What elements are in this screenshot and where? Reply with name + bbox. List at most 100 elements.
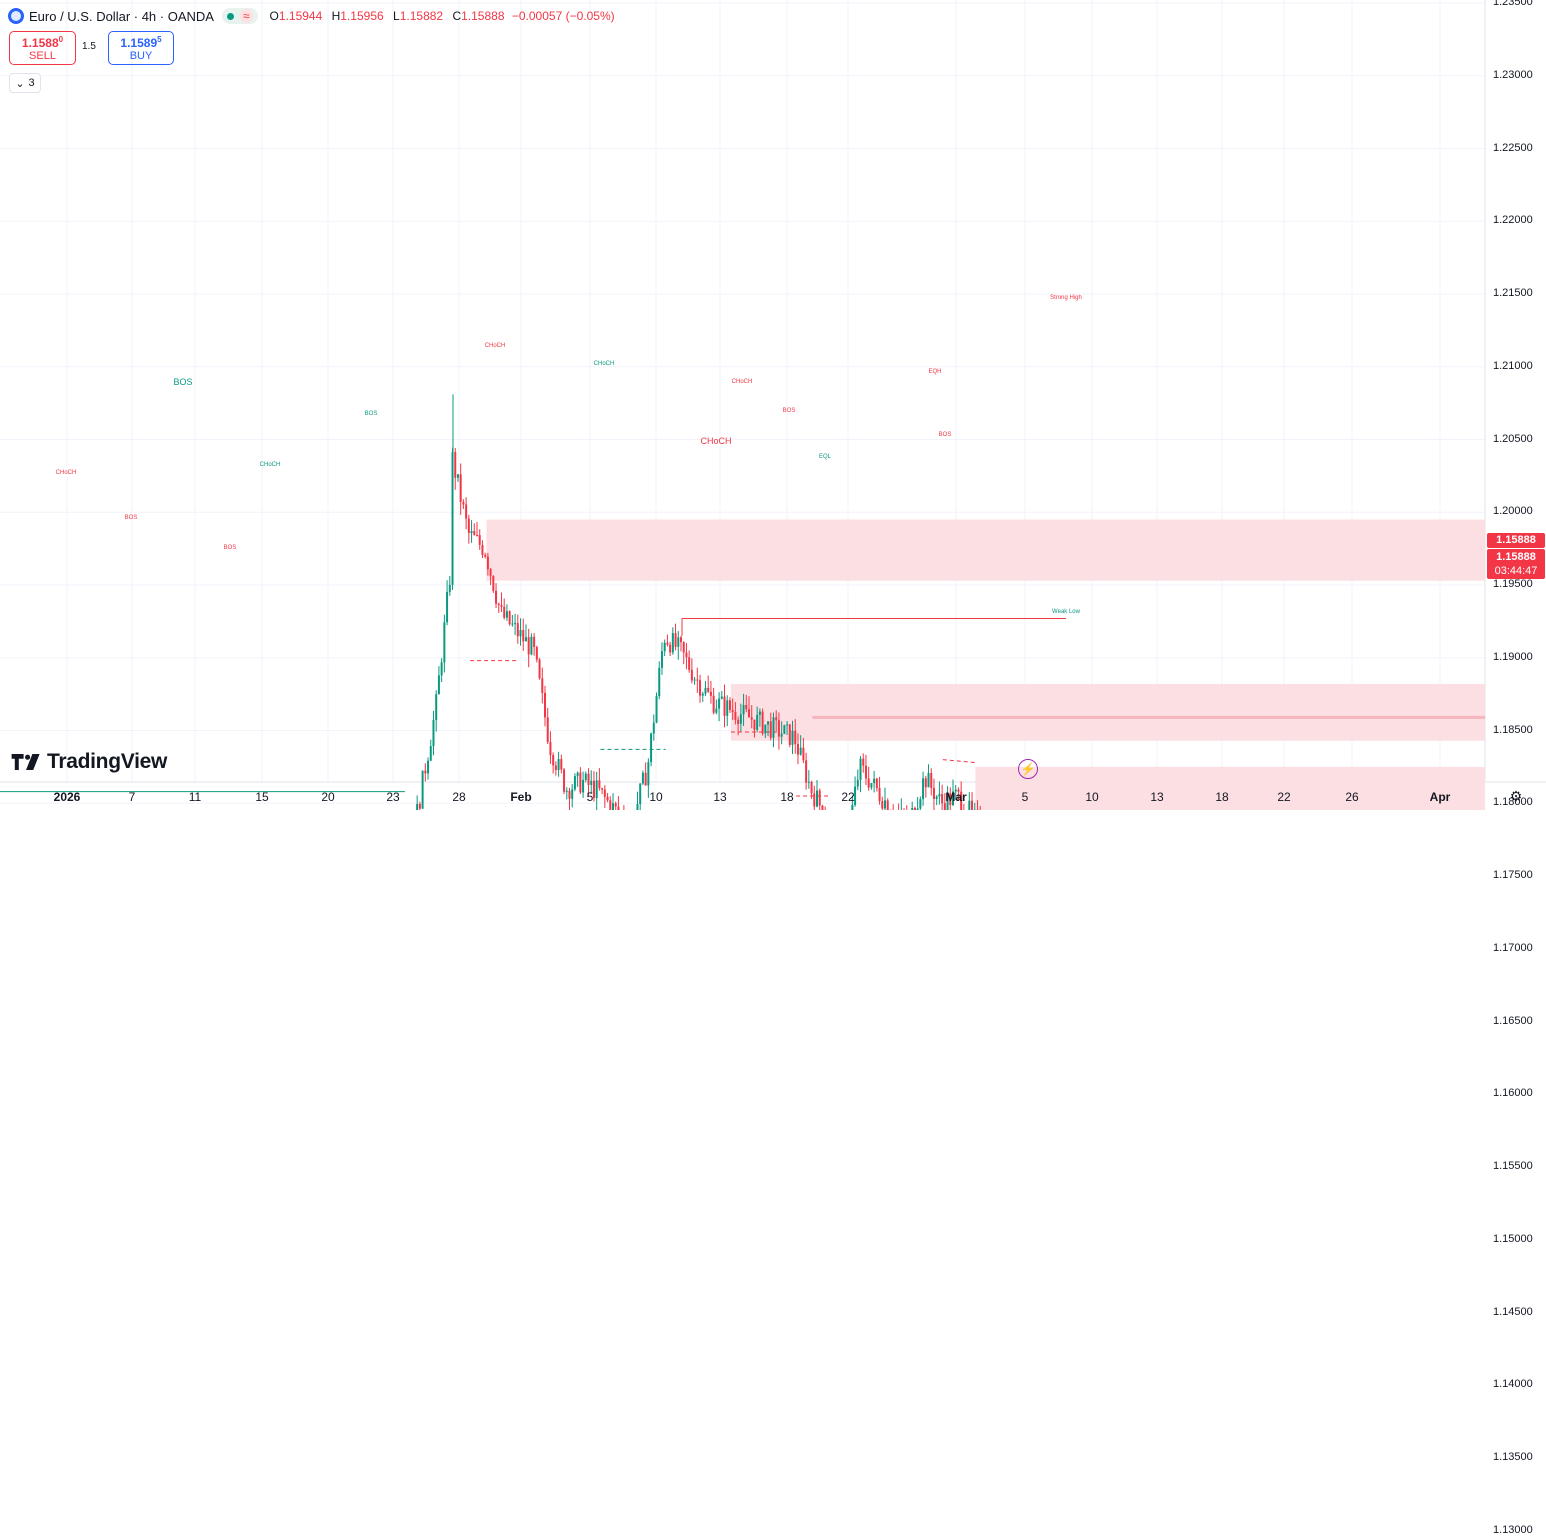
candle-body (813, 793, 815, 806)
candle-body (432, 720, 434, 746)
candle-body (694, 680, 696, 681)
candle-body (729, 700, 731, 710)
structure-label: EQH (928, 369, 941, 375)
indicators-toggle[interactable]: ⌄ 3 (9, 73, 41, 93)
candle-body (860, 759, 862, 780)
structure-label: CHoCH (732, 379, 753, 385)
price-tick-label: 1.23000 (1493, 69, 1543, 81)
time-tick-label: 18 (1202, 790, 1242, 804)
candle-body (775, 717, 777, 720)
candle-body (919, 799, 921, 808)
market-open-dot-icon (227, 13, 234, 20)
candle-body (598, 780, 600, 788)
candle-body (702, 694, 704, 696)
candle-body (778, 720, 780, 736)
time-tick-label: 11 (175, 790, 215, 804)
candle-body (547, 717, 549, 742)
candle-body (737, 720, 739, 724)
candle-body (800, 748, 802, 755)
time-tick-label: Feb (501, 790, 541, 804)
candle-body (821, 806, 823, 810)
candle-body (517, 623, 519, 636)
candle-body (704, 688, 706, 694)
candle-body (699, 680, 701, 695)
price-tick-label: 1.14000 (1493, 1378, 1543, 1390)
candle-body (868, 779, 870, 788)
tradingview-logo[interactable]: TradingView (11, 750, 167, 774)
candle-body (691, 670, 693, 681)
candle-body (680, 637, 682, 642)
candle-body (487, 557, 489, 570)
price-chart[interactable]: BOSBOSCHoCHCHoCHCHoCHBOSBOSCHoCHCHoCHCHo… (0, 0, 1546, 810)
structure-label: BOS (173, 377, 192, 387)
zones-layer (14, 520, 1485, 810)
candle-body (770, 721, 772, 737)
candle-body (530, 637, 532, 655)
candle-body (743, 705, 745, 714)
candle-body (525, 637, 527, 641)
candle-body (740, 714, 742, 723)
price-tick-label: 1.20000 (1493, 505, 1543, 517)
candle-body (925, 778, 927, 787)
sell-button[interactable]: 1.15880 SELL (9, 31, 76, 65)
ohlc-values: O1.15944 H1.15956 L1.15882 C1.15888 −0.0… (264, 9, 615, 23)
candle-body (503, 607, 505, 618)
candle-body (805, 760, 807, 782)
structure-label: BOS (224, 545, 237, 551)
candle-body (533, 637, 535, 647)
candle-body (560, 759, 562, 769)
candle-body (590, 781, 592, 785)
time-tick-label: 20 (308, 790, 348, 804)
candle-body (685, 653, 687, 658)
candle-body (794, 731, 796, 744)
candle-body (783, 725, 785, 734)
candle-body (677, 637, 679, 647)
candle-body (718, 699, 720, 709)
candle-body (481, 545, 483, 555)
structure-label: BOS (939, 432, 952, 438)
buy-button[interactable]: 1.15895 BUY (108, 31, 174, 65)
buy-label: BUY (130, 50, 153, 62)
candle-body (563, 770, 565, 792)
candle-body (585, 774, 587, 780)
candle-body (492, 576, 494, 591)
current-price: 1.15888 (1487, 550, 1545, 564)
candle-body (552, 755, 554, 765)
candle-body (419, 804, 421, 809)
candle-body (642, 773, 644, 784)
structure-label: CHoCH (700, 436, 731, 446)
candle-body (454, 452, 456, 478)
candle-body (661, 651, 663, 668)
candle-body (460, 474, 462, 502)
price-tick-label: 1.15500 (1493, 1160, 1543, 1172)
candle-body (748, 709, 750, 717)
candle-body (645, 773, 647, 786)
time-tick-label: 7 (112, 790, 152, 804)
candle-body (528, 637, 530, 654)
candle-body (879, 788, 881, 801)
candle-body (715, 709, 717, 713)
structure-label: BOS (365, 411, 378, 417)
price-tick-label: 1.21500 (1493, 287, 1543, 299)
price-tick-label: 1.16500 (1493, 1015, 1543, 1027)
candle-body (549, 742, 551, 755)
price-tick-label: 1.22500 (1493, 142, 1543, 154)
candle-body (656, 696, 658, 722)
price-tick-label: 1.21000 (1493, 360, 1543, 372)
time-tick-label: 10 (1072, 790, 1112, 804)
market-status[interactable]: ≈ (222, 8, 258, 24)
candle-body (462, 502, 464, 504)
symbol-title[interactable]: Euro / U.S. Dollar · 4h · OANDA (29, 9, 214, 24)
candle-body (933, 788, 935, 799)
candle-body (797, 744, 799, 755)
structure-label: CHoCH (56, 470, 77, 476)
structure-label: CHoCH (485, 343, 506, 349)
candle-body (612, 803, 614, 810)
lightning-icon[interactable]: ⚡ (1018, 759, 1038, 779)
candle-body (764, 725, 766, 734)
candle-body (511, 624, 513, 625)
chart-legend: Euro / U.S. Dollar · 4h · OANDA ≈ O1.159… (8, 6, 615, 26)
candle-body (928, 773, 930, 787)
time-tick-label: 18 (767, 790, 807, 804)
structure-label: CHoCH (594, 361, 615, 367)
